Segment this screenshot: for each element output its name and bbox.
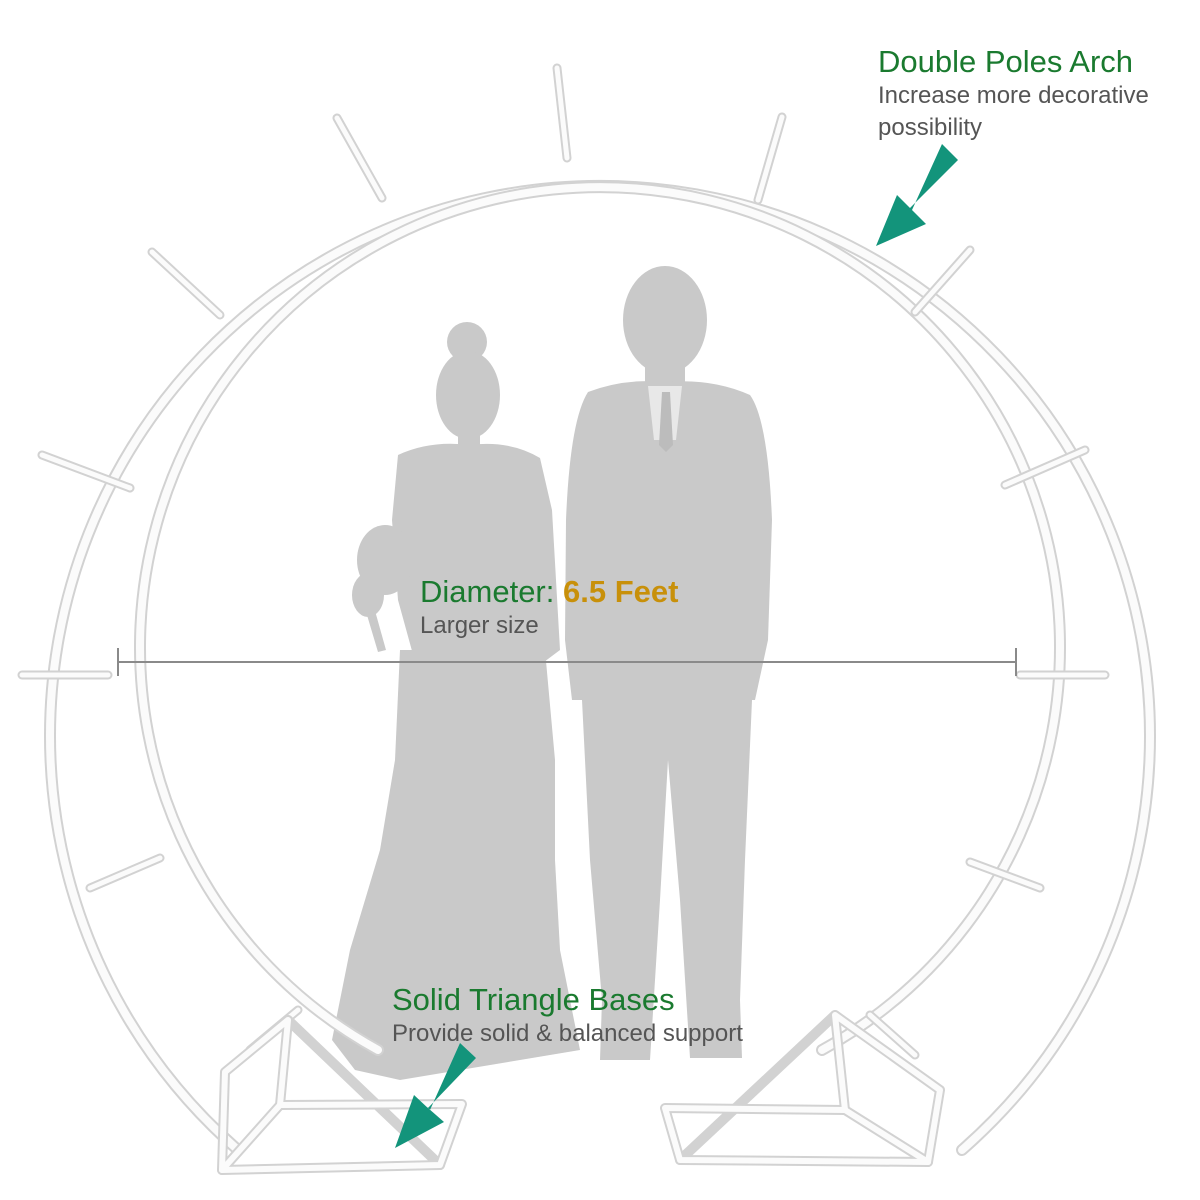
bride-silhouette — [332, 322, 580, 1080]
annotation-title: Solid Triangle Bases — [392, 982, 675, 1017]
diameter-value: 6.5 Feet — [563, 574, 679, 609]
arch-frame — [17, 63, 1156, 1175]
annotation-title: Double Poles Arch — [878, 44, 1134, 79]
annotation-subtitle: Increase more decorative possibility — [878, 82, 1149, 141]
annotation-subtitle: Larger size — [420, 612, 539, 639]
diameter-label: Diameter: — [420, 574, 555, 609]
annotation-subtitle: Provide solid & balanced support — [392, 1020, 743, 1047]
diameter-annotation: Diameter: 6.5 Feet Larger size — [420, 574, 820, 642]
triangle-bases-annotation: Solid Triangle Bases Provide solid & bal… — [392, 982, 812, 1050]
arrow-down-left-icon — [876, 144, 958, 246]
groom-silhouette — [565, 266, 772, 1060]
arrow-down-left-icon — [395, 1043, 476, 1148]
arch-rungs — [17, 63, 1110, 1060]
diameter-measure-line — [117, 648, 1017, 676]
couple-silhouette — [332, 266, 772, 1080]
double-poles-annotation: Double Poles Arch Increase more decorati… — [878, 44, 1198, 144]
